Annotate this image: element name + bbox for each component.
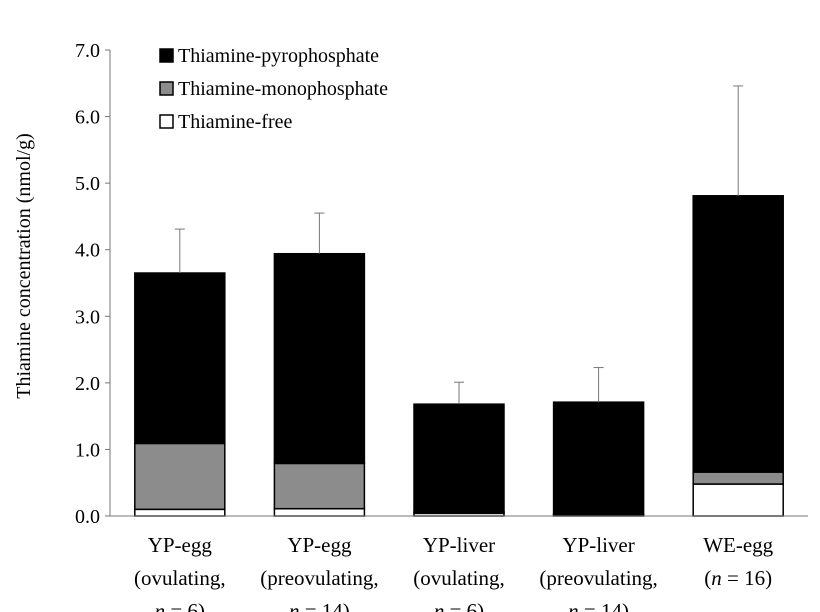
y-tick-label: 6.0 <box>75 107 100 129</box>
x-category-label-line: (preovulating, <box>539 566 657 590</box>
y-tick-label: 5.0 <box>75 173 100 195</box>
x-category-label-line: n = 14) <box>568 599 629 612</box>
bar-segment-thiamine-monophosphate <box>273 462 366 510</box>
x-axis: YP-egg (ovulating, n = 6) YP-egg (preovulati… <box>110 515 808 612</box>
y-axis-label: Thiamine concentration (nmol/g) <box>13 133 35 398</box>
legend-label-thiamine-free: Thiamine-free <box>178 111 292 133</box>
bar-segment-thiamine-pyrophosphate <box>413 403 505 513</box>
bar-segment-thiamine-pyrophosphate <box>273 252 366 465</box>
x-category-label-line: (preovulating, <box>260 566 378 590</box>
x-category-label-line: n = 14) <box>289 599 350 612</box>
x-category-label-line: WE-egg <box>703 533 773 557</box>
x-category-label-line: (n = 16) <box>704 566 772 590</box>
x-category-label-line: YP-egg <box>287 533 352 557</box>
x-category-label-line: YP-egg <box>148 533 213 557</box>
legend-label-thiamine-pyrophosphate: Thiamine-pyrophosphate <box>178 45 379 67</box>
legend-label-thiamine-monophosphate: Thiamine-monophosphate <box>178 78 388 100</box>
y-tick-label: 3.0 <box>75 306 100 328</box>
x-category-label-line: n = 6) <box>434 599 484 612</box>
bar-segment-thiamine-monophosphate <box>134 442 226 511</box>
bar-segment-thiamine-monophosphate <box>692 471 784 485</box>
legend: Thiamine-pyrophosphate Thiamine-monophosp… <box>159 45 388 133</box>
bar-segment-thiamine-free <box>692 483 784 517</box>
bar-segment-thiamine-free <box>273 507 366 517</box>
y-tick-label: 0.0 <box>75 506 100 528</box>
x-category-label: YP-egg (ovulating, n = 6) <box>134 533 226 612</box>
x-category-label-line: (ovulating, <box>413 566 505 590</box>
y-tick-label: 7.0 <box>75 40 100 62</box>
bar-segment-thiamine-pyrophosphate <box>692 195 784 473</box>
x-category-label-line: YP-liver <box>423 533 495 557</box>
x-category-label: WE-egg (n = 16) <box>703 533 773 590</box>
x-category-label: YP-liver (preovulating, n = 14) <box>539 533 657 612</box>
bar-segment-thiamine-free <box>134 508 226 517</box>
legend-swatch-thiamine-free <box>159 114 174 129</box>
bar-segment-thiamine-pyrophosphate <box>552 401 645 515</box>
bars-group <box>134 195 784 517</box>
y-tick-label: 1.0 <box>75 439 100 461</box>
legend-swatch-thiamine-pyrophosphate <box>159 48 174 63</box>
y-axis: 0.0 1.0 2.0 3.0 4.0 5.0 6.0 7.0 <box>75 40 111 528</box>
y-tick-label: 2.0 <box>75 373 100 395</box>
x-category-label-line: YP-liver <box>562 533 634 557</box>
x-category-label: YP-egg (preovulating, n = 14) <box>260 533 378 612</box>
error-bars-group <box>174 85 744 405</box>
bar-segment-thiamine-pyrophosphate <box>134 272 226 445</box>
x-category-label-line: n = 6) <box>155 599 205 612</box>
x-category-label-line: (ovulating, <box>134 566 226 590</box>
x-category-label: YP-liver (ovulating, n = 6) <box>413 533 505 612</box>
legend-swatch-thiamine-monophosphate <box>159 81 174 96</box>
y-tick-label: 4.0 <box>75 240 100 262</box>
